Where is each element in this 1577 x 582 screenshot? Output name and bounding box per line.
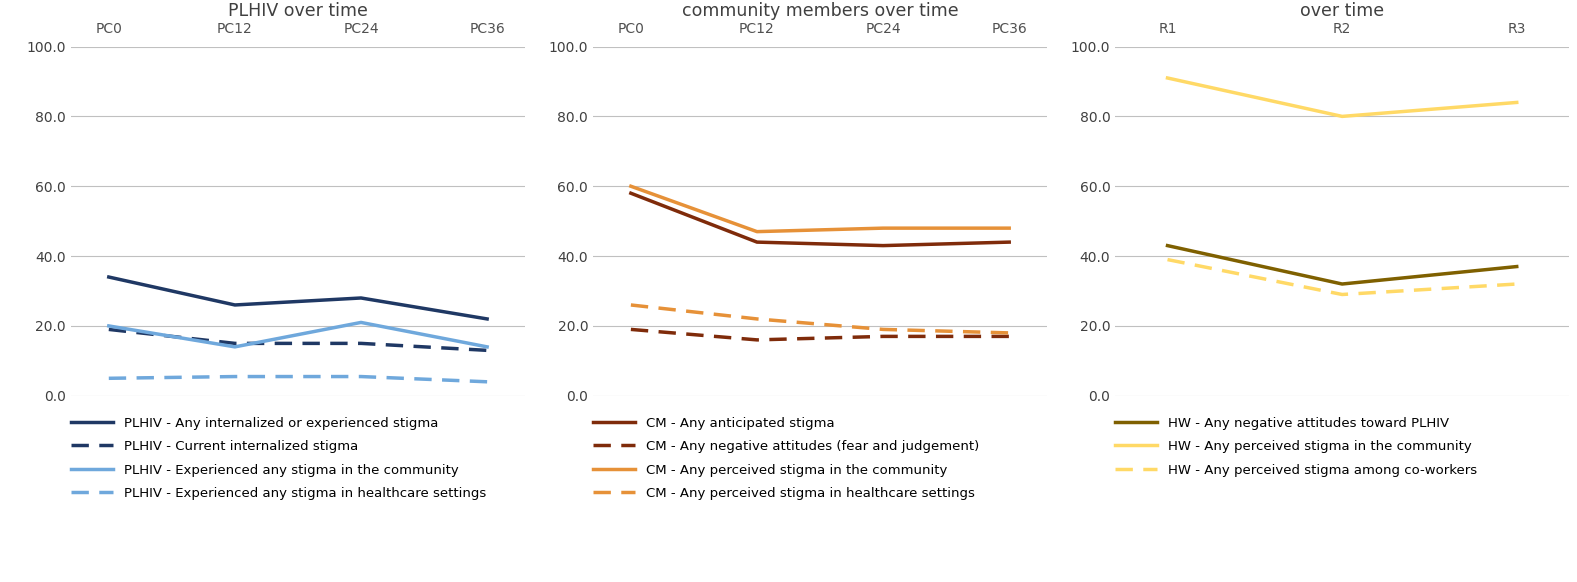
Text: PC36: PC36 [992, 22, 1027, 36]
Text: PC12: PC12 [740, 22, 774, 36]
Legend: CM - Any anticipated stigma, CM - Any negative attitudes (fear and judgement), C: CM - Any anticipated stigma, CM - Any ne… [593, 417, 979, 500]
Title: Geometric mean of cluster
summary stigma reported by
PLHIV over time: Geometric mean of cluster summary stigma… [170, 0, 426, 20]
Title: Geometric mean of cluster
summary stigma reported by HW
over time: Geometric mean of cluster summary stigma… [1197, 0, 1487, 20]
Text: PC36: PC36 [470, 22, 505, 36]
Text: R2: R2 [1333, 22, 1351, 36]
Title: Geometric mean of cluster
summary stigma reported by
community members over time: Geometric mean of cluster summary stigma… [681, 0, 959, 20]
Text: R3: R3 [1508, 22, 1527, 36]
Text: PC24: PC24 [344, 22, 378, 36]
Text: PC24: PC24 [866, 22, 900, 36]
Legend: PLHIV - Any internalized or experienced stigma, PLHIV - Current internalized sti: PLHIV - Any internalized or experienced … [71, 417, 486, 500]
Text: PC0: PC0 [618, 22, 645, 36]
Text: R1: R1 [1158, 22, 1176, 36]
Text: PC0: PC0 [95, 22, 123, 36]
Legend: HW - Any negative attitudes toward PLHIV, HW - Any perceived stigma in the commu: HW - Any negative attitudes toward PLHIV… [1115, 417, 1478, 477]
Text: PC12: PC12 [218, 22, 252, 36]
